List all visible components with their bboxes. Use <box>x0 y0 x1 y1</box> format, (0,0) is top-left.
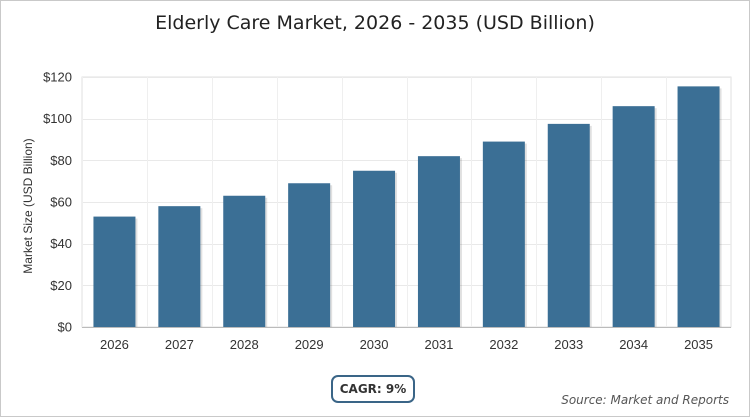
x-tick-label: 2032 <box>489 337 518 352</box>
x-tick-label: 2027 <box>165 337 194 352</box>
x-tick-label: 2029 <box>295 337 324 352</box>
source-note: Source: Market and Reports <box>561 393 729 407</box>
x-tick-label: 2035 <box>684 337 713 352</box>
chart-title: Elderly Care Market, 2026 - 2035 (USD Bi… <box>155 12 595 34</box>
bar-2034 <box>612 106 655 328</box>
y-tick-label: $120 <box>43 70 72 85</box>
bar-2028 <box>223 195 266 327</box>
y-tick-label: $40 <box>50 236 72 251</box>
y-tick-label: $20 <box>50 278 72 293</box>
bar-2030 <box>353 170 396 327</box>
bar-2031 <box>417 156 460 327</box>
x-tick-label: 2030 <box>360 337 389 352</box>
bar-2033 <box>547 123 590 327</box>
y-tick-label: $80 <box>50 153 72 168</box>
x-tick-label: 2026 <box>100 337 129 352</box>
y-tick-label: $100 <box>43 111 72 126</box>
y-axis-label: Market Size (USD Billion) <box>21 138 35 273</box>
bar-2032 <box>482 141 525 327</box>
y-tick-label: $60 <box>50 195 72 210</box>
bar-2035 <box>677 86 720 327</box>
y-tick-label: $0 <box>58 320 72 335</box>
y-tick-labels: $0 $20 $40 $60 $80 $100 $120 <box>43 70 72 335</box>
bar-2029 <box>288 183 331 327</box>
x-tick-label: 2031 <box>424 337 453 352</box>
cagr-badge: CAGR: 9% <box>331 375 415 403</box>
x-tick-label: 2028 <box>230 337 259 352</box>
bars <box>93 86 722 328</box>
bar-2026 <box>93 216 136 327</box>
bar-2027 <box>158 206 201 327</box>
x-tick-label: 2033 <box>554 337 583 352</box>
x-tick-label: 2034 <box>619 337 648 352</box>
x-tick-labels: 2026 2027 2028 2029 2030 2031 2032 2033 2034 2035 <box>100 337 713 352</box>
